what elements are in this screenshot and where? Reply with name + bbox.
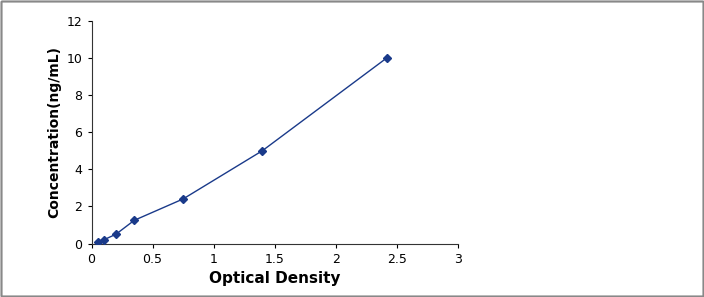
- X-axis label: Optical Density: Optical Density: [209, 271, 340, 286]
- Y-axis label: Concentration(ng/mL): Concentration(ng/mL): [47, 46, 61, 218]
